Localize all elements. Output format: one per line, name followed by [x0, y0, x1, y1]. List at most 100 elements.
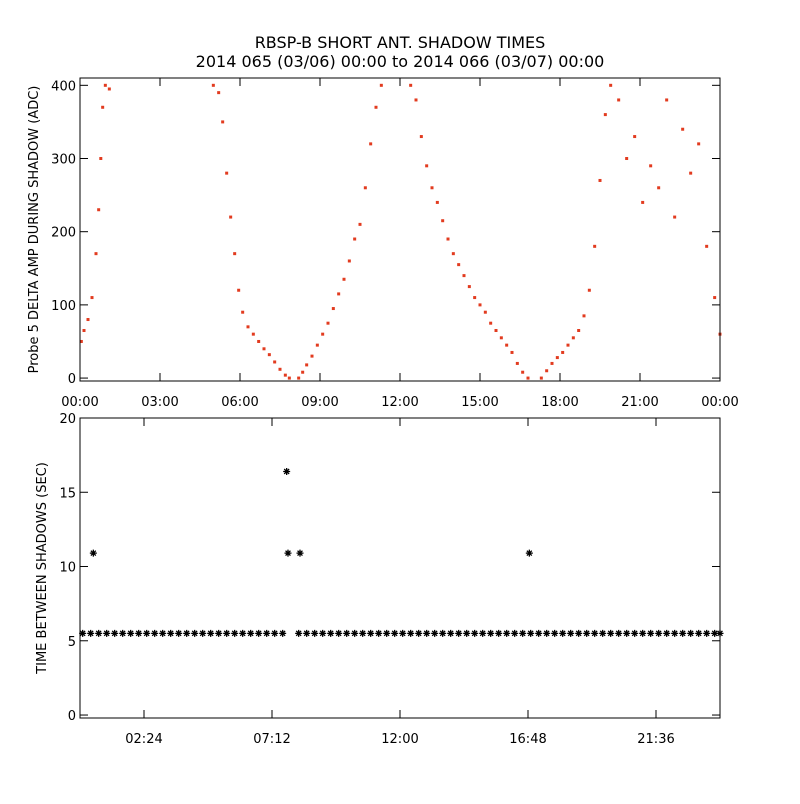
point [582, 314, 586, 318]
point [425, 164, 429, 168]
point [494, 329, 498, 332]
point [647, 629, 655, 637]
point [211, 83, 215, 87]
point [665, 98, 669, 102]
point [603, 113, 607, 117]
point [257, 339, 261, 343]
point [199, 629, 207, 637]
point [303, 629, 311, 637]
point [473, 296, 477, 300]
point [535, 629, 543, 637]
point [273, 360, 277, 364]
point [319, 629, 327, 637]
point [633, 135, 637, 139]
point [713, 296, 717, 300]
point [499, 336, 503, 340]
point [623, 629, 631, 637]
point [391, 629, 399, 637]
point [90, 296, 94, 300]
point [101, 105, 105, 109]
point [278, 367, 282, 371]
point [151, 629, 159, 637]
point [439, 629, 447, 637]
point [233, 252, 237, 256]
point [221, 120, 225, 124]
point [495, 629, 503, 637]
point [103, 629, 111, 637]
point [521, 370, 525, 374]
x-tick-label: 00:00 [61, 395, 98, 410]
point [625, 157, 629, 161]
point [607, 629, 615, 637]
point [217, 91, 221, 95]
point [353, 237, 357, 241]
point [483, 310, 487, 314]
point [591, 629, 599, 637]
point [455, 629, 463, 637]
point [87, 629, 95, 637]
point [159, 629, 167, 637]
point [687, 629, 695, 637]
point [575, 629, 583, 637]
point [467, 285, 471, 289]
point [251, 332, 255, 336]
y-tick-label: 100 [51, 299, 76, 314]
point [561, 350, 565, 354]
point [379, 83, 383, 87]
point [543, 629, 551, 637]
point [641, 200, 645, 204]
point [510, 350, 514, 354]
point [407, 629, 415, 637]
point [503, 629, 511, 637]
point [82, 329, 86, 332]
point [447, 629, 455, 637]
x-tick-label: 21:36 [637, 732, 674, 747]
point [663, 629, 671, 637]
point [679, 629, 687, 637]
point [657, 186, 661, 190]
point [94, 252, 98, 256]
point [127, 629, 135, 637]
y-tick-label: 200 [51, 226, 76, 241]
point [231, 629, 239, 637]
point [335, 629, 343, 637]
point [419, 135, 423, 139]
point [305, 363, 309, 367]
point [583, 629, 591, 637]
point [567, 629, 575, 637]
point [342, 277, 346, 281]
point [689, 171, 693, 175]
point [462, 274, 466, 278]
point [525, 549, 533, 557]
point [598, 178, 602, 182]
point [79, 339, 83, 343]
point [343, 629, 351, 637]
point [239, 629, 247, 637]
y-tick-label: 400 [51, 79, 76, 94]
point [555, 356, 559, 360]
y-tick-label: 300 [51, 153, 76, 168]
point [315, 343, 319, 347]
point [111, 629, 119, 637]
point [301, 370, 305, 374]
y-axis-label: TIME BETWEEN SHADOWS (SEC) [35, 462, 50, 675]
point [295, 629, 303, 637]
point [375, 629, 383, 637]
point [655, 629, 663, 637]
point [695, 629, 703, 637]
point [95, 629, 103, 637]
point [267, 353, 271, 357]
point [414, 98, 418, 102]
x-tick-label: 02:24 [125, 732, 162, 747]
point [399, 629, 407, 637]
y-tick-label: 0 [68, 372, 76, 387]
point [593, 244, 597, 248]
point [287, 376, 291, 380]
y-tick-label: 15 [59, 486, 76, 501]
point [225, 171, 229, 175]
point [515, 361, 519, 365]
point [297, 376, 301, 380]
point [271, 629, 279, 637]
